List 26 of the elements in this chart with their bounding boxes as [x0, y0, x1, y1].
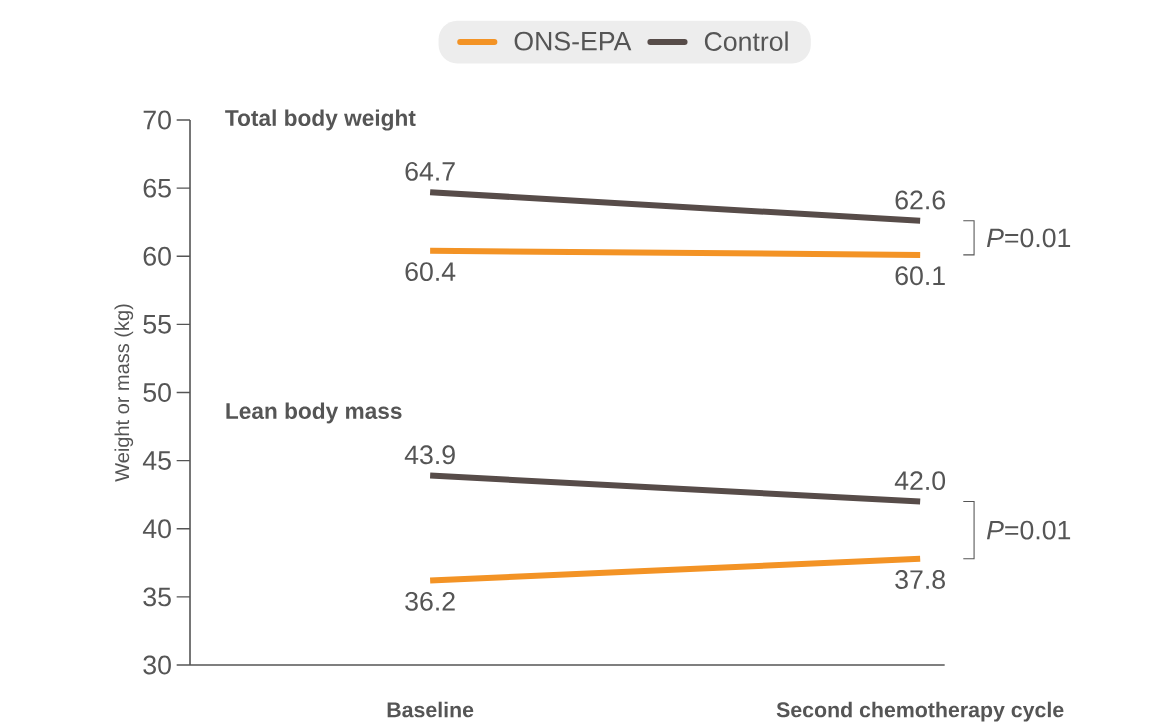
data-label: 64.7	[405, 161, 455, 181]
data-label: 43.9	[404, 445, 455, 465]
text: P=0.01	[986, 520, 1071, 540]
y-tick-label: 35	[143, 587, 171, 607]
annotation: Total body weight	[225, 109, 416, 131]
x-tick-label: Second chemotherapy cycle	[776, 701, 1064, 722]
legend-label: Control	[704, 31, 788, 51]
data-label: 60.4	[405, 262, 456, 282]
y-tick-label: 45	[142, 451, 171, 470]
y-tick-label: 65	[143, 178, 171, 198]
y-tick-label: 60	[143, 246, 171, 266]
y-tick-label: 30	[143, 655, 171, 675]
y-tick-label: 70	[143, 110, 171, 130]
y-tick-label: 55	[143, 315, 171, 334]
data-label: 62.6	[895, 190, 945, 210]
y-tick-label: 40	[142, 519, 171, 539]
data-label: 37.8	[895, 570, 945, 589]
y-tick-label: 50	[143, 383, 171, 402]
y-axis-title: Weight or mass (kg)	[114, 304, 134, 482]
data-label: 42.0	[894, 471, 946, 491]
x-tick-label: Baseline	[387, 701, 474, 718]
text: P=0.01	[986, 228, 1071, 248]
data-label: 36.2	[405, 591, 455, 611]
data-label: 60.1	[895, 266, 945, 286]
annotation: Lean body mass	[226, 402, 402, 424]
legend-label: ONS-EPA	[514, 31, 632, 51]
